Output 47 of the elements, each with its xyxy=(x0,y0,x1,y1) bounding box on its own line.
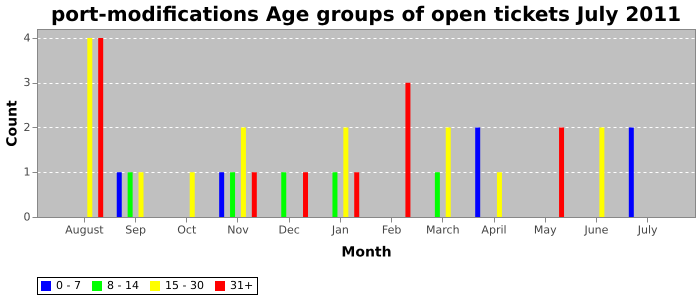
bar xyxy=(98,38,104,217)
legend-label: 0 - 7 xyxy=(56,279,81,292)
bar xyxy=(354,172,360,217)
legend-label: 15 - 30 xyxy=(165,279,204,292)
legend-label: 31+ xyxy=(230,279,254,292)
x-tick-label: Sep xyxy=(125,224,146,236)
bar xyxy=(343,127,348,217)
y-axis-title: Count xyxy=(4,100,20,147)
x-tick-label: May xyxy=(534,224,558,236)
bar xyxy=(303,172,308,217)
bar xyxy=(230,172,236,217)
bar xyxy=(475,127,480,217)
bar xyxy=(138,172,144,217)
y-tick-label: 2 xyxy=(24,120,30,134)
x-tick-label: July xyxy=(636,224,658,236)
bar xyxy=(116,172,122,217)
x-tick-label: March xyxy=(426,224,460,236)
y-tick-label: 0 xyxy=(24,210,30,224)
bar xyxy=(446,127,451,217)
bar xyxy=(219,172,224,217)
bar xyxy=(405,82,410,217)
x-tick-label: Jan xyxy=(330,224,349,236)
x-axis-title: Month xyxy=(341,244,392,260)
x-tick-label: Dec xyxy=(278,224,300,236)
legend-label: 8 - 14 xyxy=(107,279,139,292)
x-tick-label: June xyxy=(583,224,609,236)
x-tick-label: Oct xyxy=(177,224,197,236)
x-tick-label: Feb xyxy=(382,224,402,236)
bar xyxy=(628,127,634,217)
bar xyxy=(332,172,338,217)
x-tick-label: Nov xyxy=(227,224,250,236)
bar xyxy=(599,127,604,217)
y-tick-label: 3 xyxy=(24,76,30,90)
bar xyxy=(434,172,440,217)
bar xyxy=(559,127,564,217)
y-tick-label: 4 xyxy=(24,31,30,44)
bar xyxy=(252,172,257,217)
bar xyxy=(190,172,195,217)
bar xyxy=(281,172,286,217)
bar xyxy=(128,172,133,217)
y-tick-label: 1 xyxy=(24,166,30,179)
bar xyxy=(496,172,502,217)
bar xyxy=(240,127,246,217)
x-tick-label: August xyxy=(65,224,104,236)
bar xyxy=(87,38,92,217)
chart-title: port-modifications Age groups of open tickets July 2011 xyxy=(50,2,682,26)
x-tick-label: April xyxy=(481,224,507,236)
